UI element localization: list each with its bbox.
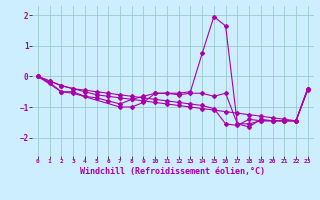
X-axis label: Windchill (Refroidissement éolien,°C): Windchill (Refroidissement éolien,°C) xyxy=(80,167,265,176)
